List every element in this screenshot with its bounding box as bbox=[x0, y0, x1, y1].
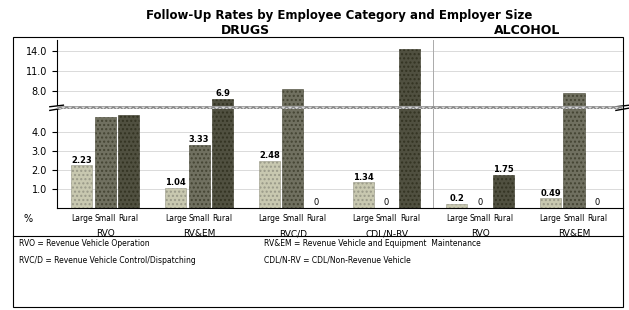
Text: RVO = Revenue Vehicle Operation: RVO = Revenue Vehicle Operation bbox=[19, 239, 150, 248]
Bar bbox=[189, 145, 209, 208]
Text: Rural: Rural bbox=[587, 214, 608, 223]
Bar bbox=[165, 138, 186, 145]
Bar bbox=[212, 77, 233, 208]
Bar bbox=[352, 182, 374, 208]
Bar bbox=[118, 112, 139, 145]
Text: 2.48: 2.48 bbox=[259, 151, 280, 160]
Text: Small: Small bbox=[376, 214, 397, 223]
Text: Small: Small bbox=[94, 214, 116, 223]
Bar bbox=[493, 175, 515, 208]
Bar bbox=[446, 204, 467, 208]
Text: 1.34: 1.34 bbox=[353, 173, 374, 182]
Text: 14.29: 14.29 bbox=[397, 39, 423, 48]
Text: 1.04: 1.04 bbox=[165, 178, 186, 187]
Bar bbox=[212, 99, 233, 145]
Bar bbox=[118, 115, 139, 208]
Text: Large: Large bbox=[71, 214, 92, 223]
Text: 0.49: 0.49 bbox=[540, 189, 561, 198]
Text: RV&EM = Revenue Vehicle and Equipment  Maintenance: RV&EM = Revenue Vehicle and Equipment Ma… bbox=[264, 239, 481, 248]
Bar bbox=[95, 117, 116, 208]
Text: 0: 0 bbox=[595, 198, 600, 207]
Bar bbox=[352, 136, 374, 145]
Bar bbox=[259, 161, 280, 208]
Bar bbox=[165, 188, 186, 208]
Bar bbox=[282, 50, 303, 208]
Text: RVC/D = Revenue Vehicle Control/Dispatching: RVC/D = Revenue Vehicle Control/Dispatch… bbox=[19, 256, 196, 265]
Bar bbox=[282, 89, 303, 145]
Text: Large: Large bbox=[540, 214, 561, 223]
Bar bbox=[259, 128, 280, 145]
Text: RVC/D: RVC/D bbox=[279, 229, 307, 238]
Text: Rural: Rural bbox=[494, 214, 514, 223]
Text: 1.75: 1.75 bbox=[493, 165, 514, 174]
Text: RV&EM: RV&EM bbox=[183, 229, 215, 238]
Text: 6.9: 6.9 bbox=[215, 89, 230, 98]
Text: Large: Large bbox=[165, 214, 186, 223]
Text: Rural: Rural bbox=[119, 214, 139, 223]
Text: 0: 0 bbox=[384, 198, 389, 207]
Text: Large: Large bbox=[446, 214, 467, 223]
Bar bbox=[564, 93, 584, 145]
Text: Large: Large bbox=[352, 214, 374, 223]
Text: RVO: RVO bbox=[96, 229, 114, 238]
Text: Small: Small bbox=[564, 214, 585, 223]
Text: DRUGS: DRUGS bbox=[221, 24, 270, 37]
Bar bbox=[493, 133, 515, 145]
Bar bbox=[540, 142, 561, 145]
Text: 0: 0 bbox=[314, 198, 319, 207]
Text: Small: Small bbox=[188, 214, 209, 223]
Bar bbox=[564, 62, 584, 208]
Text: CDL/N-RV: CDL/N-RV bbox=[365, 229, 408, 238]
Text: RVO: RVO bbox=[471, 229, 489, 238]
Bar bbox=[399, 0, 421, 208]
Text: Small: Small bbox=[470, 214, 491, 223]
Bar bbox=[399, 49, 421, 145]
Text: 8.33: 8.33 bbox=[282, 79, 303, 88]
Bar bbox=[71, 130, 92, 145]
Text: 4.88: 4.88 bbox=[118, 105, 139, 114]
Text: Large: Large bbox=[259, 214, 280, 223]
Text: Rural: Rural bbox=[213, 214, 233, 223]
Text: Rural: Rural bbox=[306, 214, 326, 223]
Text: Follow-Up Rates by Employee Category and Employer Size: Follow-Up Rates by Employee Category and… bbox=[147, 9, 533, 22]
Text: %: % bbox=[24, 214, 33, 224]
Text: ALCOHOL: ALCOHOL bbox=[494, 24, 560, 37]
Text: 0: 0 bbox=[477, 198, 483, 207]
Text: 7.69: 7.69 bbox=[564, 83, 584, 92]
Bar bbox=[71, 166, 92, 208]
Text: 0.2: 0.2 bbox=[449, 194, 464, 203]
Text: 3.33: 3.33 bbox=[189, 135, 209, 144]
FancyBboxPatch shape bbox=[57, 106, 623, 109]
Text: 4.81: 4.81 bbox=[95, 107, 116, 116]
Text: RV&EM: RV&EM bbox=[558, 229, 590, 238]
Text: Small: Small bbox=[282, 214, 303, 223]
Text: Rural: Rural bbox=[400, 214, 420, 223]
Bar bbox=[446, 144, 467, 145]
Text: CDL/N-RV = CDL/Non-Revenue Vehicle: CDL/N-RV = CDL/Non-Revenue Vehicle bbox=[264, 256, 411, 265]
Bar bbox=[540, 198, 561, 208]
Bar bbox=[189, 122, 209, 145]
Text: 2.23: 2.23 bbox=[72, 156, 92, 165]
Bar bbox=[95, 113, 116, 145]
